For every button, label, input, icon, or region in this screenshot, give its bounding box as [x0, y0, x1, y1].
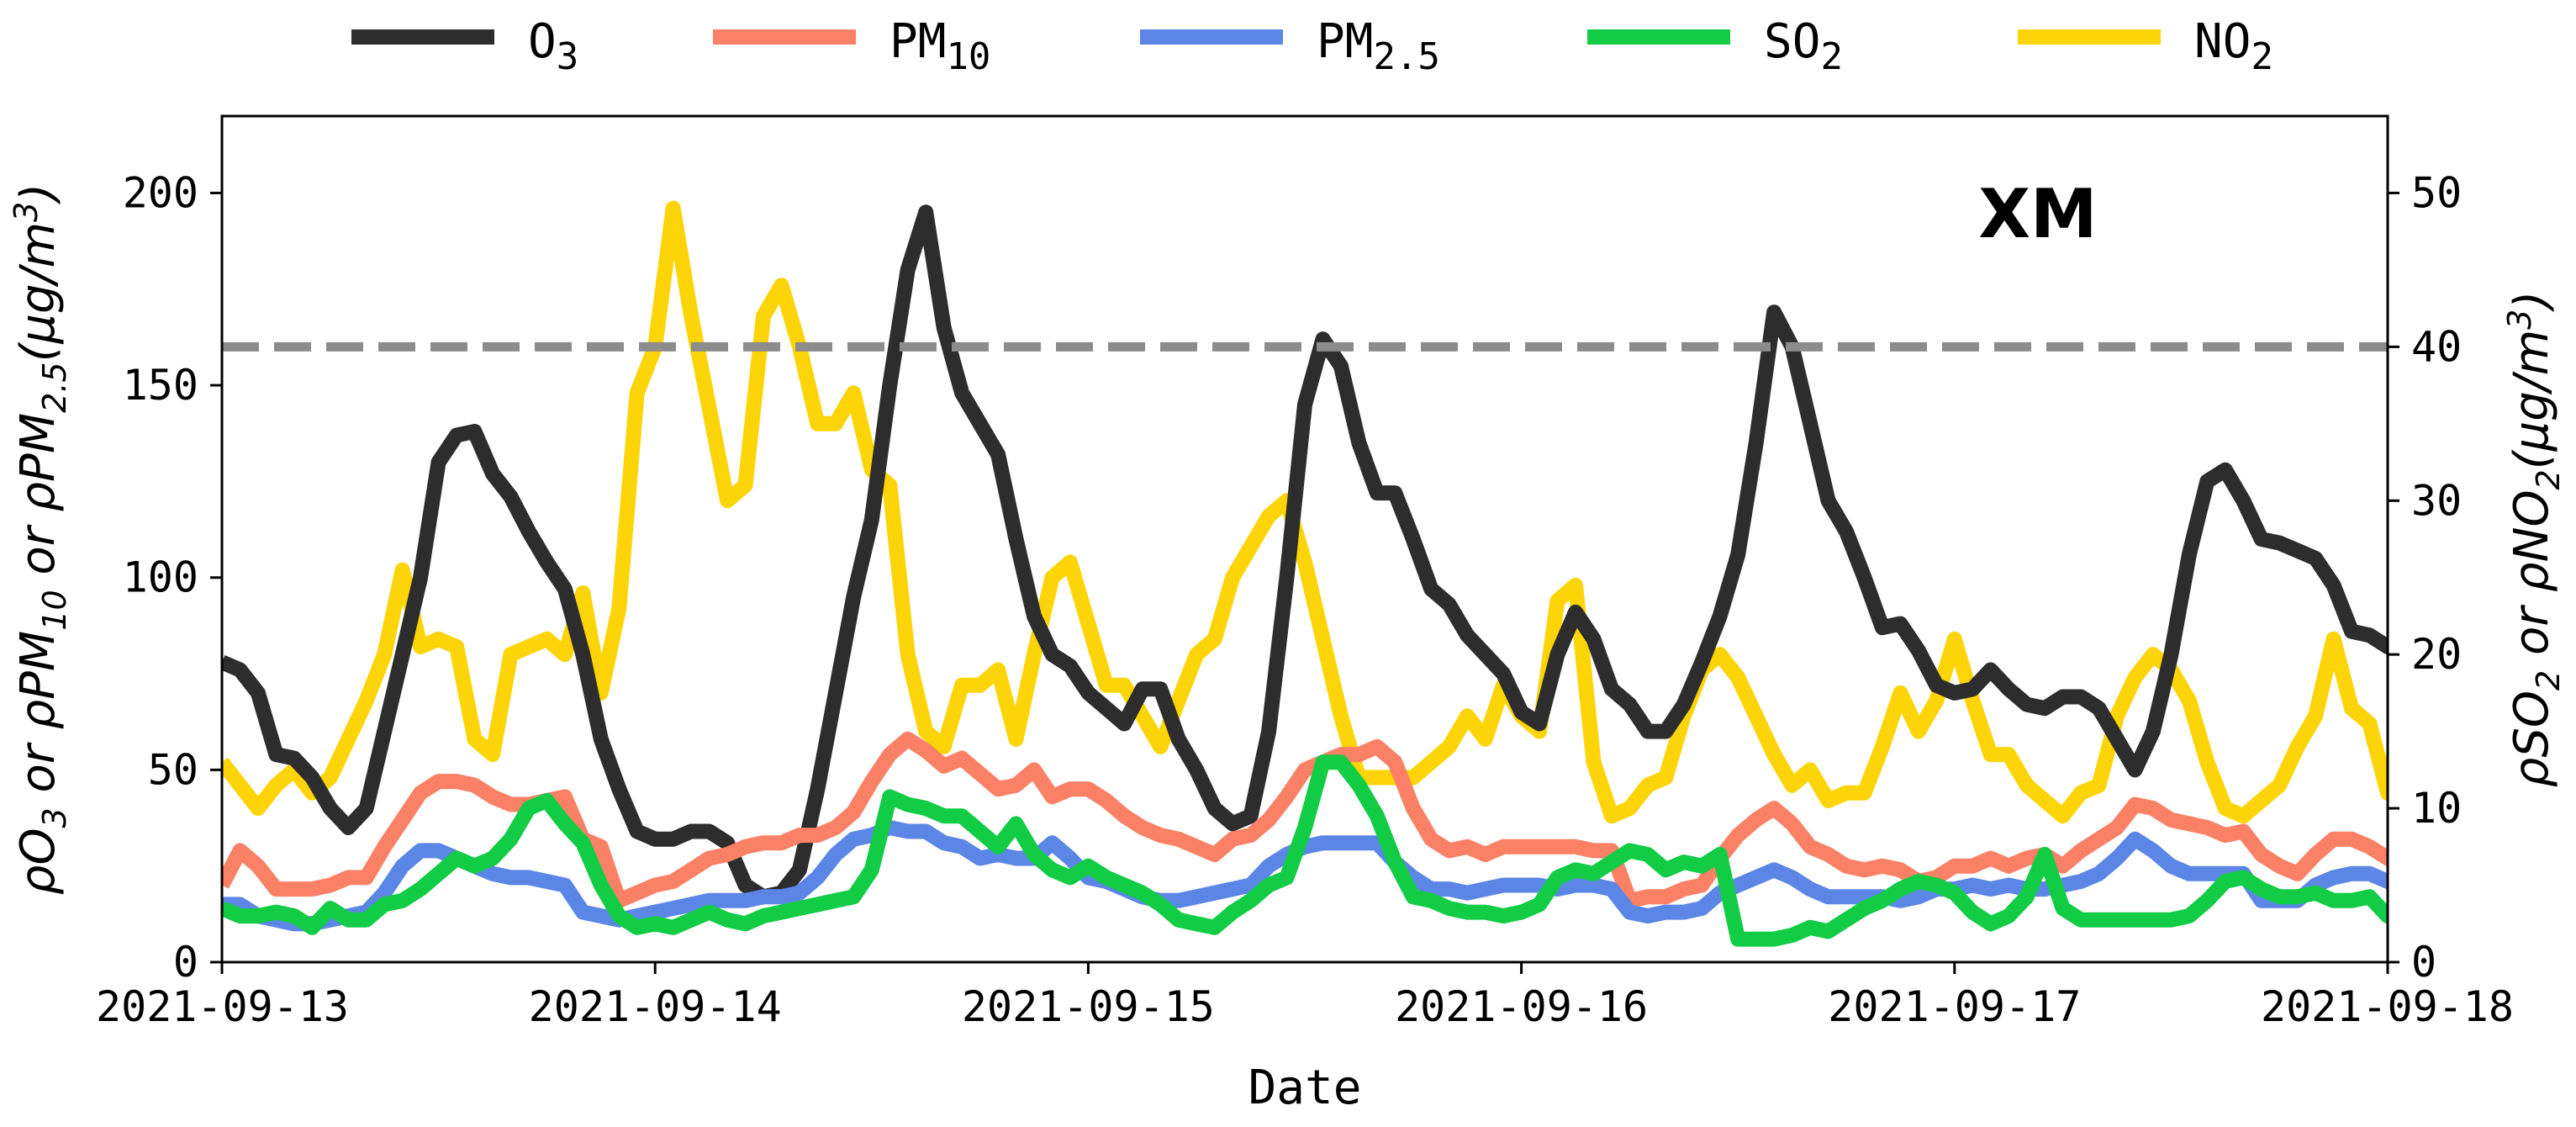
legend-label: NO2 [2194, 14, 2273, 78]
y-left-tick-label: 100 [123, 553, 198, 602]
y-left-tick-label: 200 [123, 168, 198, 217]
legend-item-pm25: PM2.5 [1140, 14, 1440, 78]
subscript: 2.5 [36, 362, 73, 412]
legend-item-so2: SO2 [1587, 14, 1843, 78]
legend-item-pm10: PM10 [713, 14, 990, 78]
label-part: or ρNO [2505, 489, 2559, 669]
y-right-tick-label: 10 [2411, 784, 2462, 833]
legend-item-no2: NO2 [2018, 14, 2273, 78]
label-part: or ρPM [11, 413, 66, 590]
label-part: ) [11, 183, 66, 205]
superscript: 3 [2501, 310, 2538, 330]
series-layer [222, 200, 2388, 947]
series-line-no2 [222, 200, 2388, 824]
label-part: ) [2505, 291, 2559, 313]
x-tick-label: 2021-09-16 [1395, 982, 1648, 1031]
y-axis-left: 0 50 100 150 200 [123, 168, 222, 987]
subscript: 10 [36, 590, 73, 630]
label-part: ρO [11, 828, 66, 895]
x-tick-label: 2021-09-15 [962, 982, 1215, 1031]
subscript: 2 [2530, 469, 2567, 489]
x-axis-title: Date [1248, 1061, 1362, 1115]
series-line-o3 [222, 204, 2388, 905]
y-right-tick-label: 30 [2411, 476, 2462, 525]
y-right-tick-label: 40 [2411, 322, 2462, 371]
label-part: ρSO [2505, 690, 2559, 787]
label-part: (μg/m [11, 222, 66, 362]
legend-label: SO2 [1764, 14, 1843, 78]
label-part: (μg/m [2505, 330, 2559, 469]
location-label: XM [1978, 175, 2097, 253]
legend-label: O3 [528, 14, 578, 78]
label-part: or ρPM [11, 631, 66, 808]
y-axis-right: 0 10 20 30 40 50 [2388, 168, 2462, 987]
y-left-tick-label: 150 [123, 361, 198, 410]
y-right-tick-label: 0 [2411, 938, 2436, 987]
subscript: 2 [2530, 670, 2567, 690]
superscript: 3 [8, 202, 45, 222]
y-axis-right-title: ρSO2 or ρNO2(μg/m3) [2501, 291, 2567, 787]
legend-label: PM2.5 [1317, 14, 1440, 78]
series-line-so2 [222, 754, 2388, 947]
y-axis-left-title: ρO3 or ρPM10 or ρPM2.5(μg/m3) [8, 183, 73, 895]
y-left-tick-label: 0 [173, 938, 198, 987]
x-axis: 2021-09-13 2021-09-14 2021-09-15 2021-09-16… [96, 962, 2514, 1031]
legend-item-o3: O3 [351, 14, 578, 78]
plot-frame [220, 114, 2389, 964]
subscript: 3 [36, 807, 73, 828]
x-tick-label: 2021-09-13 [96, 982, 349, 1031]
plot-area [220, 114, 2389, 964]
x-tick-label: 2021-09-17 [1828, 982, 2081, 1031]
legend-label: PM10 [889, 14, 990, 78]
x-tick-label: 2021-09-14 [529, 982, 782, 1031]
y-right-tick-label: 50 [2411, 168, 2462, 217]
x-tick-label: 2021-09-18 [2261, 982, 2514, 1031]
y-right-tick-label: 20 [2411, 630, 2462, 679]
series-line-pm25 [222, 820, 2388, 932]
legend: O3 PM10 PM2.5 SO2 NO2 [351, 14, 2273, 78]
y-left-tick-label: 50 [148, 745, 198, 794]
